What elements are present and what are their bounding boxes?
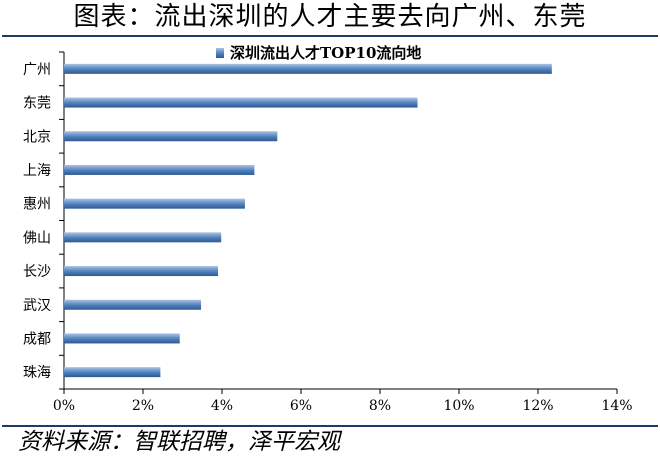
title-divider [2, 35, 658, 37]
x-tick-label: 12% [522, 398, 553, 414]
bar-4 [64, 164, 255, 175]
bar-5 [64, 198, 245, 209]
category-label: 武汉 [23, 298, 51, 314]
category-label: 珠海 [23, 365, 51, 381]
x-tick-label: 2% [132, 398, 154, 414]
category-label: 东莞 [23, 96, 51, 112]
legend-swatch [216, 48, 224, 58]
bar-1 [64, 63, 552, 74]
category-label: 长沙 [23, 264, 51, 280]
x-tick-label: 4% [211, 398, 233, 414]
bar-3 [64, 131, 278, 142]
bar-10 [64, 367, 161, 378]
chart-bars [64, 63, 552, 378]
category-label: 北京 [23, 129, 51, 145]
chart-title: 图表：流出深圳的人才主要去向广州、东莞 [73, 2, 587, 32]
category-label: 惠州 [23, 197, 51, 213]
category-label: 上海 [23, 163, 51, 179]
category-label: 成都 [23, 331, 51, 347]
legend-label: 深圳流出人才TOP10流向地 [230, 44, 421, 62]
source-note: 资料来源：智联招聘，泽平宏观 [18, 429, 340, 455]
x-tick-label: 0% [53, 398, 75, 414]
bar-8 [64, 299, 202, 310]
category-label: 广州 [23, 62, 51, 78]
chart-area: 深圳流出人才TOP10流向地 广州东莞北京上海惠州佛山长沙武汉成都珠海 0% 2%… [2, 37, 658, 422]
chart-legend: 深圳流出人才TOP10流向地 [216, 44, 421, 62]
bar-2 [64, 97, 418, 108]
category-label: 佛山 [23, 230, 51, 246]
x-tick-label: 14% [601, 398, 632, 414]
x-tick-label: 10% [443, 398, 474, 414]
x-tick-label: 6% [290, 398, 312, 414]
chart-axes [59, 51, 618, 394]
source-divider [2, 425, 658, 427]
bar-9 [64, 333, 180, 344]
bar-6 [64, 232, 222, 243]
x-axis-labels: 0% 2% 4% 6% 8% 10% 12% 14% [53, 398, 633, 414]
x-tick-label: 8% [369, 398, 391, 414]
bar-7 [64, 266, 219, 277]
